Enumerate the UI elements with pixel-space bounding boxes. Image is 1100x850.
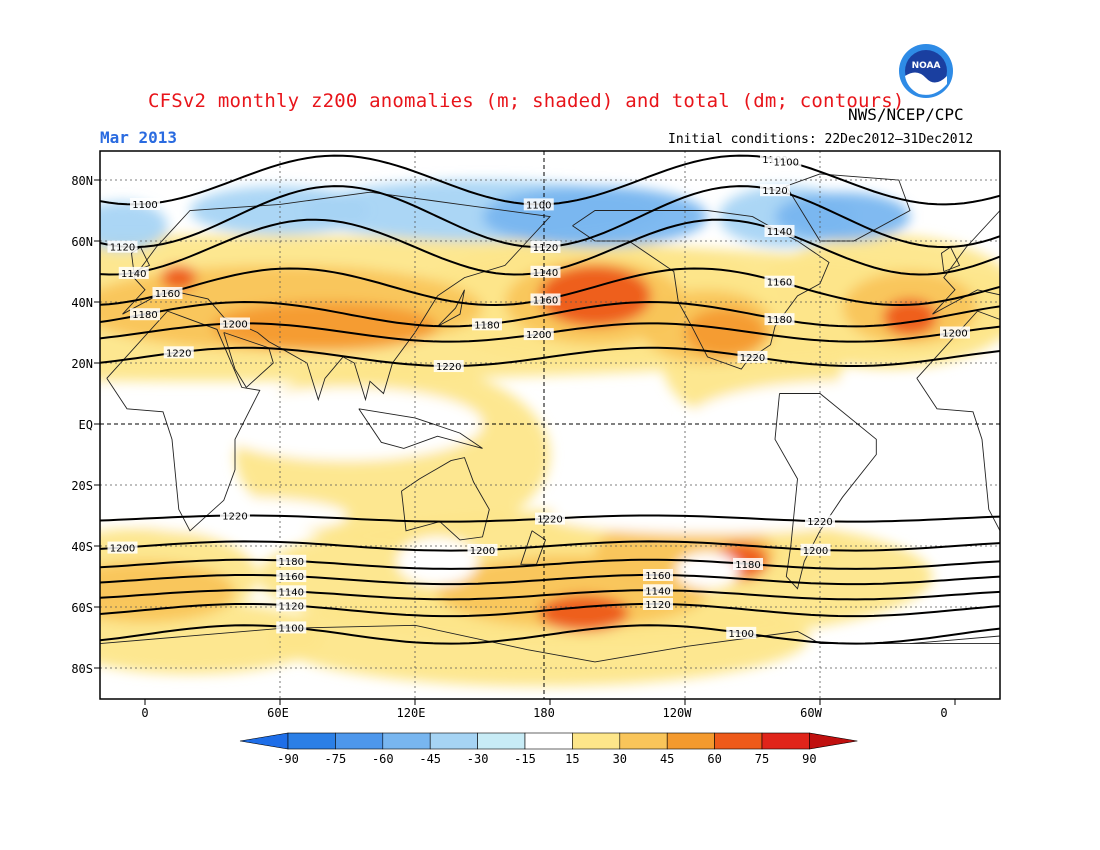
- colorbar-swatch: [620, 733, 667, 749]
- colorbar-swatch: [335, 733, 382, 749]
- contour-label: 1140: [279, 587, 304, 598]
- lat-label-eq: EQ: [53, 418, 93, 432]
- contour-label: 1160: [767, 278, 792, 289]
- contour-label: 1200: [526, 330, 551, 341]
- contour-label: 1180: [735, 560, 760, 571]
- contour-label: 1120: [645, 600, 670, 611]
- lat-label-60n: 60N: [53, 235, 93, 249]
- neutral-region: [676, 552, 739, 589]
- contour-label: 1160: [533, 295, 558, 306]
- colorbar-label: -15: [505, 752, 545, 766]
- contour-label: 1200: [942, 329, 967, 340]
- contour-label: 1120: [110, 243, 135, 254]
- lon-label-120w: 120W: [652, 706, 702, 720]
- contour-label: 1120: [279, 601, 304, 612]
- contour-label: 1180: [474, 320, 499, 331]
- colorbar-label: -45: [410, 752, 450, 766]
- lon-label-0-west: 0: [120, 706, 170, 720]
- contour-label: 1100: [132, 200, 157, 211]
- contour-label: 1220: [807, 517, 832, 528]
- colorbar-label: 90: [789, 752, 829, 766]
- contour-label: 1220: [740, 353, 765, 364]
- contour-label: 1160: [155, 289, 180, 300]
- colorbar-swatch: [525, 733, 572, 749]
- contour-label: 1140: [533, 268, 558, 279]
- contour-label: 1180: [279, 557, 304, 568]
- colorbar-arrow-low: [240, 733, 288, 749]
- colorbar-swatch: [383, 733, 430, 749]
- contour-label: 1200: [470, 546, 495, 557]
- neutral-region: [397, 537, 478, 586]
- contour-label: 1200: [803, 546, 828, 557]
- colorbar-arrow-high: [809, 733, 857, 749]
- lat-label-40s: 40S: [53, 540, 93, 554]
- contour-label: 1120: [533, 243, 558, 254]
- colorbar-label: -30: [458, 752, 498, 766]
- lon-label-60e: 60E: [253, 706, 303, 720]
- contour-label: 1220: [436, 362, 461, 373]
- contour-label: 1140: [121, 269, 146, 280]
- lon-label-0-east: 0: [919, 706, 969, 720]
- colorbar-swatch: [288, 733, 335, 749]
- lat-label-60s: 60S: [53, 601, 93, 615]
- contour-label: 1220: [537, 515, 562, 526]
- contour-label: 1140: [767, 227, 792, 238]
- lat-label-80n: 80N: [53, 174, 93, 188]
- contour-label: 1100: [774, 157, 799, 168]
- lat-label-40n: 40N: [53, 296, 93, 310]
- colorbar-swatch: [478, 733, 525, 749]
- colorbar-label: -90: [268, 752, 308, 766]
- colorbar-swatch: [572, 733, 619, 749]
- coastline: [1034, 333, 1084, 388]
- colorbar-label: 15: [552, 752, 592, 766]
- contour-label: 1220: [166, 348, 191, 359]
- colorbar-label: 45: [647, 752, 687, 766]
- contour-label: 1180: [132, 310, 157, 321]
- colorbar-label: -75: [315, 752, 355, 766]
- lon-label-120e: 120E: [386, 706, 436, 720]
- contour-label: 1100: [526, 200, 551, 211]
- colorbar-label: 75: [742, 752, 782, 766]
- lat-label-20n: 20N: [53, 357, 93, 371]
- contour-label: 1200: [110, 544, 135, 555]
- contour-label: 1220: [222, 512, 247, 523]
- contour-label: 1140: [645, 586, 670, 597]
- contour-label: 1200: [222, 319, 247, 330]
- colorbar-swatch: [715, 733, 762, 749]
- lon-label-60w: 60W: [786, 706, 836, 720]
- contour-label: 1100: [279, 623, 304, 634]
- lat-label-20s: 20S: [53, 479, 93, 493]
- colorbar-label: 30: [600, 752, 640, 766]
- contour-label: 1180: [767, 315, 792, 326]
- lon-label-180: 180: [519, 706, 569, 720]
- colorbar-label: -60: [363, 752, 403, 766]
- colorbar-swatch: [430, 733, 477, 749]
- contour-label: 1160: [279, 572, 304, 583]
- contour-label: 1120: [762, 186, 787, 197]
- contour-label: 1100: [729, 629, 754, 640]
- contour-label: 1160: [645, 571, 670, 582]
- colorbar-label: 60: [695, 752, 735, 766]
- colorbar-swatch: [762, 733, 809, 749]
- colorbar-swatch: [667, 733, 714, 749]
- lat-label-80s: 80S: [53, 662, 93, 676]
